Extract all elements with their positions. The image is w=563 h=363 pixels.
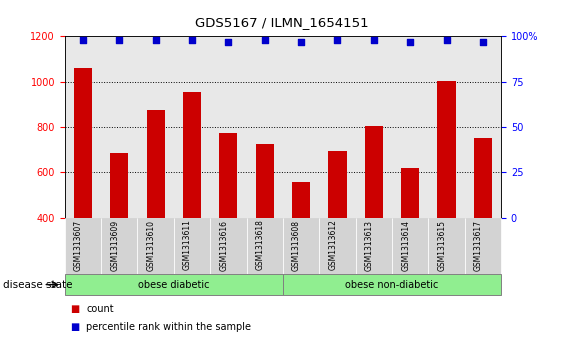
Point: [369, 37, 378, 43]
Bar: [392, 218, 428, 274]
Point: [333, 37, 342, 43]
Point: [479, 39, 488, 45]
Bar: [210, 218, 247, 274]
Text: GSM1313615: GSM1313615: [437, 220, 446, 270]
Bar: [146, 110, 165, 218]
Point: [442, 37, 451, 43]
Text: GSM1313610: GSM1313610: [146, 220, 155, 270]
Text: GSM1313618: GSM1313618: [256, 220, 265, 270]
Text: percentile rank within the sample: percentile rank within the sample: [86, 322, 251, 332]
Bar: [101, 218, 137, 274]
Point: [78, 37, 87, 43]
Bar: [319, 218, 356, 274]
Text: GSM1313616: GSM1313616: [220, 220, 229, 270]
Text: disease state: disease state: [3, 280, 72, 290]
Bar: [174, 218, 210, 274]
Text: GSM1313612: GSM1313612: [328, 220, 337, 270]
Text: GSM1313611: GSM1313611: [183, 220, 192, 270]
Text: GSM1313609: GSM1313609: [110, 220, 119, 271]
Bar: [474, 138, 492, 218]
Bar: [65, 218, 101, 274]
Point: [297, 39, 306, 45]
Bar: [401, 168, 419, 218]
Bar: [137, 218, 174, 274]
Text: count: count: [86, 304, 114, 314]
Point: [260, 37, 269, 43]
Bar: [256, 144, 274, 218]
Text: GSM1313607: GSM1313607: [74, 220, 83, 271]
Point: [187, 37, 196, 43]
Text: ■: ■: [70, 304, 79, 314]
Text: obese diabetic: obese diabetic: [138, 280, 209, 290]
Text: GSM1313608: GSM1313608: [292, 220, 301, 270]
Text: obese non-diabetic: obese non-diabetic: [345, 280, 439, 290]
Bar: [74, 68, 92, 218]
Bar: [183, 92, 201, 218]
Text: GSM1313614: GSM1313614: [401, 220, 410, 270]
Bar: [65, 274, 283, 295]
Bar: [283, 218, 319, 274]
Bar: [283, 274, 501, 295]
Bar: [292, 182, 310, 218]
Bar: [219, 133, 238, 218]
Point: [406, 39, 415, 45]
Bar: [356, 218, 392, 274]
Text: GDS5167 / ILMN_1654151: GDS5167 / ILMN_1654151: [195, 16, 368, 29]
Bar: [464, 218, 501, 274]
Point: [115, 37, 124, 43]
Text: GSM1313617: GSM1313617: [474, 220, 483, 270]
Bar: [110, 153, 128, 218]
Bar: [365, 126, 383, 218]
Bar: [437, 81, 455, 218]
Text: GSM1313613: GSM1313613: [365, 220, 374, 270]
Point: [151, 37, 160, 43]
Bar: [247, 218, 283, 274]
Bar: [428, 218, 464, 274]
Text: ■: ■: [70, 322, 79, 332]
Bar: [328, 151, 347, 218]
Point: [224, 39, 233, 45]
